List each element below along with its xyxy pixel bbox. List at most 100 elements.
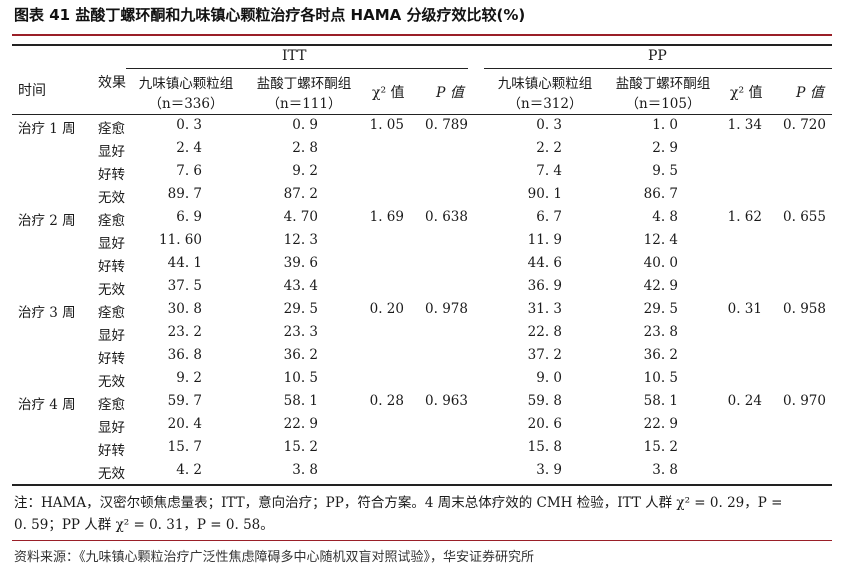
cell-itt-chi: 0. 28 bbox=[369, 393, 404, 409]
cell-time: 治疗 4 周 bbox=[18, 397, 76, 413]
cell-pp-group2: 2. 9 bbox=[652, 140, 678, 156]
cell-effect: 痊愈 bbox=[98, 213, 125, 229]
cell-itt-group1: 23. 2 bbox=[167, 324, 202, 340]
cell-itt-group1: 37. 5 bbox=[167, 278, 202, 294]
cell-time: 治疗 1 周 bbox=[18, 121, 76, 137]
cell-itt-chi: 1. 05 bbox=[369, 117, 404, 133]
cell-effect: 好转 bbox=[98, 351, 125, 367]
cell-itt-group2: 23. 3 bbox=[283, 324, 318, 340]
cell-pp-group1: 15. 8 bbox=[527, 439, 562, 455]
cell-pp-group1: 22. 8 bbox=[527, 324, 562, 340]
header-pp-group1: 九味镇心颗粒组 bbox=[497, 76, 593, 92]
cell-pp-group1: 37. 2 bbox=[527, 347, 562, 363]
cell-itt-group2: 4. 70 bbox=[283, 209, 318, 225]
cell-effect: 显好 bbox=[98, 328, 125, 344]
note-line-1: 注：HAMA，汉密尔顿焦虑量表；ITT，意向治疗；PP，符合方案。4 周末总体疗… bbox=[14, 495, 783, 511]
cell-itt-group1: 36. 8 bbox=[167, 347, 202, 363]
cell-pp-chi: 0. 24 bbox=[727, 393, 762, 409]
cell-itt-p: 0. 638 bbox=[425, 209, 468, 225]
cell-pp-p: 0. 720 bbox=[783, 117, 826, 133]
header-itt-group2: 盐酸丁螺环酮组 bbox=[256, 76, 352, 92]
cell-itt-group1: 20. 4 bbox=[167, 416, 202, 432]
header-itt-group2-n: （n＝111） bbox=[266, 96, 342, 112]
cell-itt-group1: 4. 2 bbox=[176, 462, 202, 478]
header-effect: 效果 bbox=[98, 75, 126, 91]
cell-pp-group1: 0. 3 bbox=[536, 117, 562, 133]
cell-pp-group1: 20. 6 bbox=[527, 416, 562, 432]
pp-group-rule bbox=[484, 68, 832, 69]
cell-pp-group2: 12. 4 bbox=[643, 232, 678, 248]
header-pp-group2: 盐酸丁螺环酮组 bbox=[615, 76, 711, 92]
cell-pp-group2: 58. 1 bbox=[643, 393, 678, 409]
cell-itt-group1: 89. 7 bbox=[167, 186, 202, 202]
cell-itt-group1: 15. 7 bbox=[167, 439, 202, 455]
cell-effect: 痊愈 bbox=[98, 397, 125, 413]
cell-pp-chi: 1. 34 bbox=[727, 117, 762, 133]
cell-effect: 无效 bbox=[98, 282, 125, 298]
cell-itt-group1: 44. 1 bbox=[167, 255, 202, 271]
cell-pp-group2: 86. 7 bbox=[643, 186, 678, 202]
title-rule bbox=[12, 34, 832, 36]
cell-pp-group2: 22. 9 bbox=[643, 416, 678, 432]
cell-pp-group1: 11. 9 bbox=[527, 232, 562, 248]
cell-itt-group2: 12. 3 bbox=[283, 232, 318, 248]
header-time: 时间 bbox=[18, 83, 46, 99]
cell-itt-group1: 9. 2 bbox=[176, 370, 202, 386]
cell-itt-p: 0. 963 bbox=[425, 393, 468, 409]
cell-pp-p: 0. 970 bbox=[783, 393, 826, 409]
cell-itt-group1: 6. 9 bbox=[176, 209, 202, 225]
cell-effect: 显好 bbox=[98, 420, 125, 436]
table-note: 注：HAMA，汉密尔顿焦虑量表；ITT，意向治疗；PP，符合方案。4 周末总体疗… bbox=[14, 492, 834, 536]
header-pp-p: P 值 bbox=[796, 85, 824, 101]
cell-itt-group2: 43. 4 bbox=[283, 278, 318, 294]
table-top-rule bbox=[12, 44, 832, 46]
figure-title: 图表 41 盐酸丁螺环酮和九味镇心颗粒治疗各时点 HAMA 分级疗效比较(%) bbox=[14, 6, 526, 24]
cell-itt-group1: 0. 3 bbox=[176, 117, 202, 133]
source-text: 资料来源：《九味镇心颗粒治疗广泛性焦虑障碍多中心随机双盲对照试验》，华安证券研究… bbox=[14, 550, 535, 565]
cell-effect: 无效 bbox=[98, 466, 125, 482]
cell-pp-p: 0. 655 bbox=[783, 209, 826, 225]
cell-itt-group2: 10. 5 bbox=[283, 370, 318, 386]
cell-effect: 显好 bbox=[98, 236, 125, 252]
header-itt-p: P 值 bbox=[436, 85, 464, 101]
cell-itt-group1: 59. 7 bbox=[167, 393, 202, 409]
cell-pp-group2: 36. 2 bbox=[643, 347, 678, 363]
cell-itt-group2: 39. 6 bbox=[283, 255, 318, 271]
cell-itt-group1: 7. 6 bbox=[176, 163, 202, 179]
note-line-2: 0. 59；PP 人群 χ² = 0. 31，P = 0. 58。 bbox=[14, 517, 274, 533]
header-itt-group1-n: （n＝336） bbox=[148, 96, 224, 112]
table-bottom-rule bbox=[12, 484, 832, 486]
cell-itt-group2: 36. 2 bbox=[283, 347, 318, 363]
cell-itt-group2: 15. 2 bbox=[283, 439, 318, 455]
cell-itt-group2: 58. 1 bbox=[283, 393, 318, 409]
cell-pp-group2: 29. 5 bbox=[643, 301, 678, 317]
cell-pp-chi: 1. 62 bbox=[727, 209, 762, 225]
cell-itt-group2: 9. 2 bbox=[292, 163, 318, 179]
cell-pp-group1: 36. 9 bbox=[527, 278, 562, 294]
cell-pp-chi: 0. 31 bbox=[727, 301, 762, 317]
cell-pp-group1: 7. 4 bbox=[536, 163, 562, 179]
cell-pp-group2: 9. 5 bbox=[652, 163, 678, 179]
cell-pp-group1: 2. 2 bbox=[536, 140, 562, 156]
cell-time: 治疗 2 周 bbox=[18, 213, 76, 229]
cell-effect: 好转 bbox=[98, 167, 125, 183]
cell-pp-group2: 3. 8 bbox=[652, 462, 678, 478]
cell-pp-group2: 42. 9 bbox=[643, 278, 678, 294]
cell-itt-p: 0. 789 bbox=[425, 117, 468, 133]
cell-itt-group2: 29. 5 bbox=[283, 301, 318, 317]
cell-itt-group1: 30. 8 bbox=[167, 301, 202, 317]
cell-effect: 无效 bbox=[98, 190, 125, 206]
cell-itt-group2: 22. 9 bbox=[283, 416, 318, 432]
source-rule bbox=[12, 540, 832, 541]
cell-pp-group1: 9. 0 bbox=[536, 370, 562, 386]
cell-itt-p: 0. 978 bbox=[425, 301, 468, 317]
cell-pp-group1: 59. 8 bbox=[527, 393, 562, 409]
header-pp-group2-n: （n＝105） bbox=[625, 96, 701, 112]
itt-group-rule bbox=[126, 68, 468, 69]
header-bottom-rule bbox=[12, 114, 832, 115]
header-itt: ITT bbox=[282, 48, 307, 64]
cell-itt-chi: 1. 69 bbox=[369, 209, 404, 225]
header-pp-chi: χ² 值 bbox=[730, 85, 763, 101]
cell-effect: 痊愈 bbox=[98, 305, 125, 321]
cell-effect: 好转 bbox=[98, 259, 125, 275]
